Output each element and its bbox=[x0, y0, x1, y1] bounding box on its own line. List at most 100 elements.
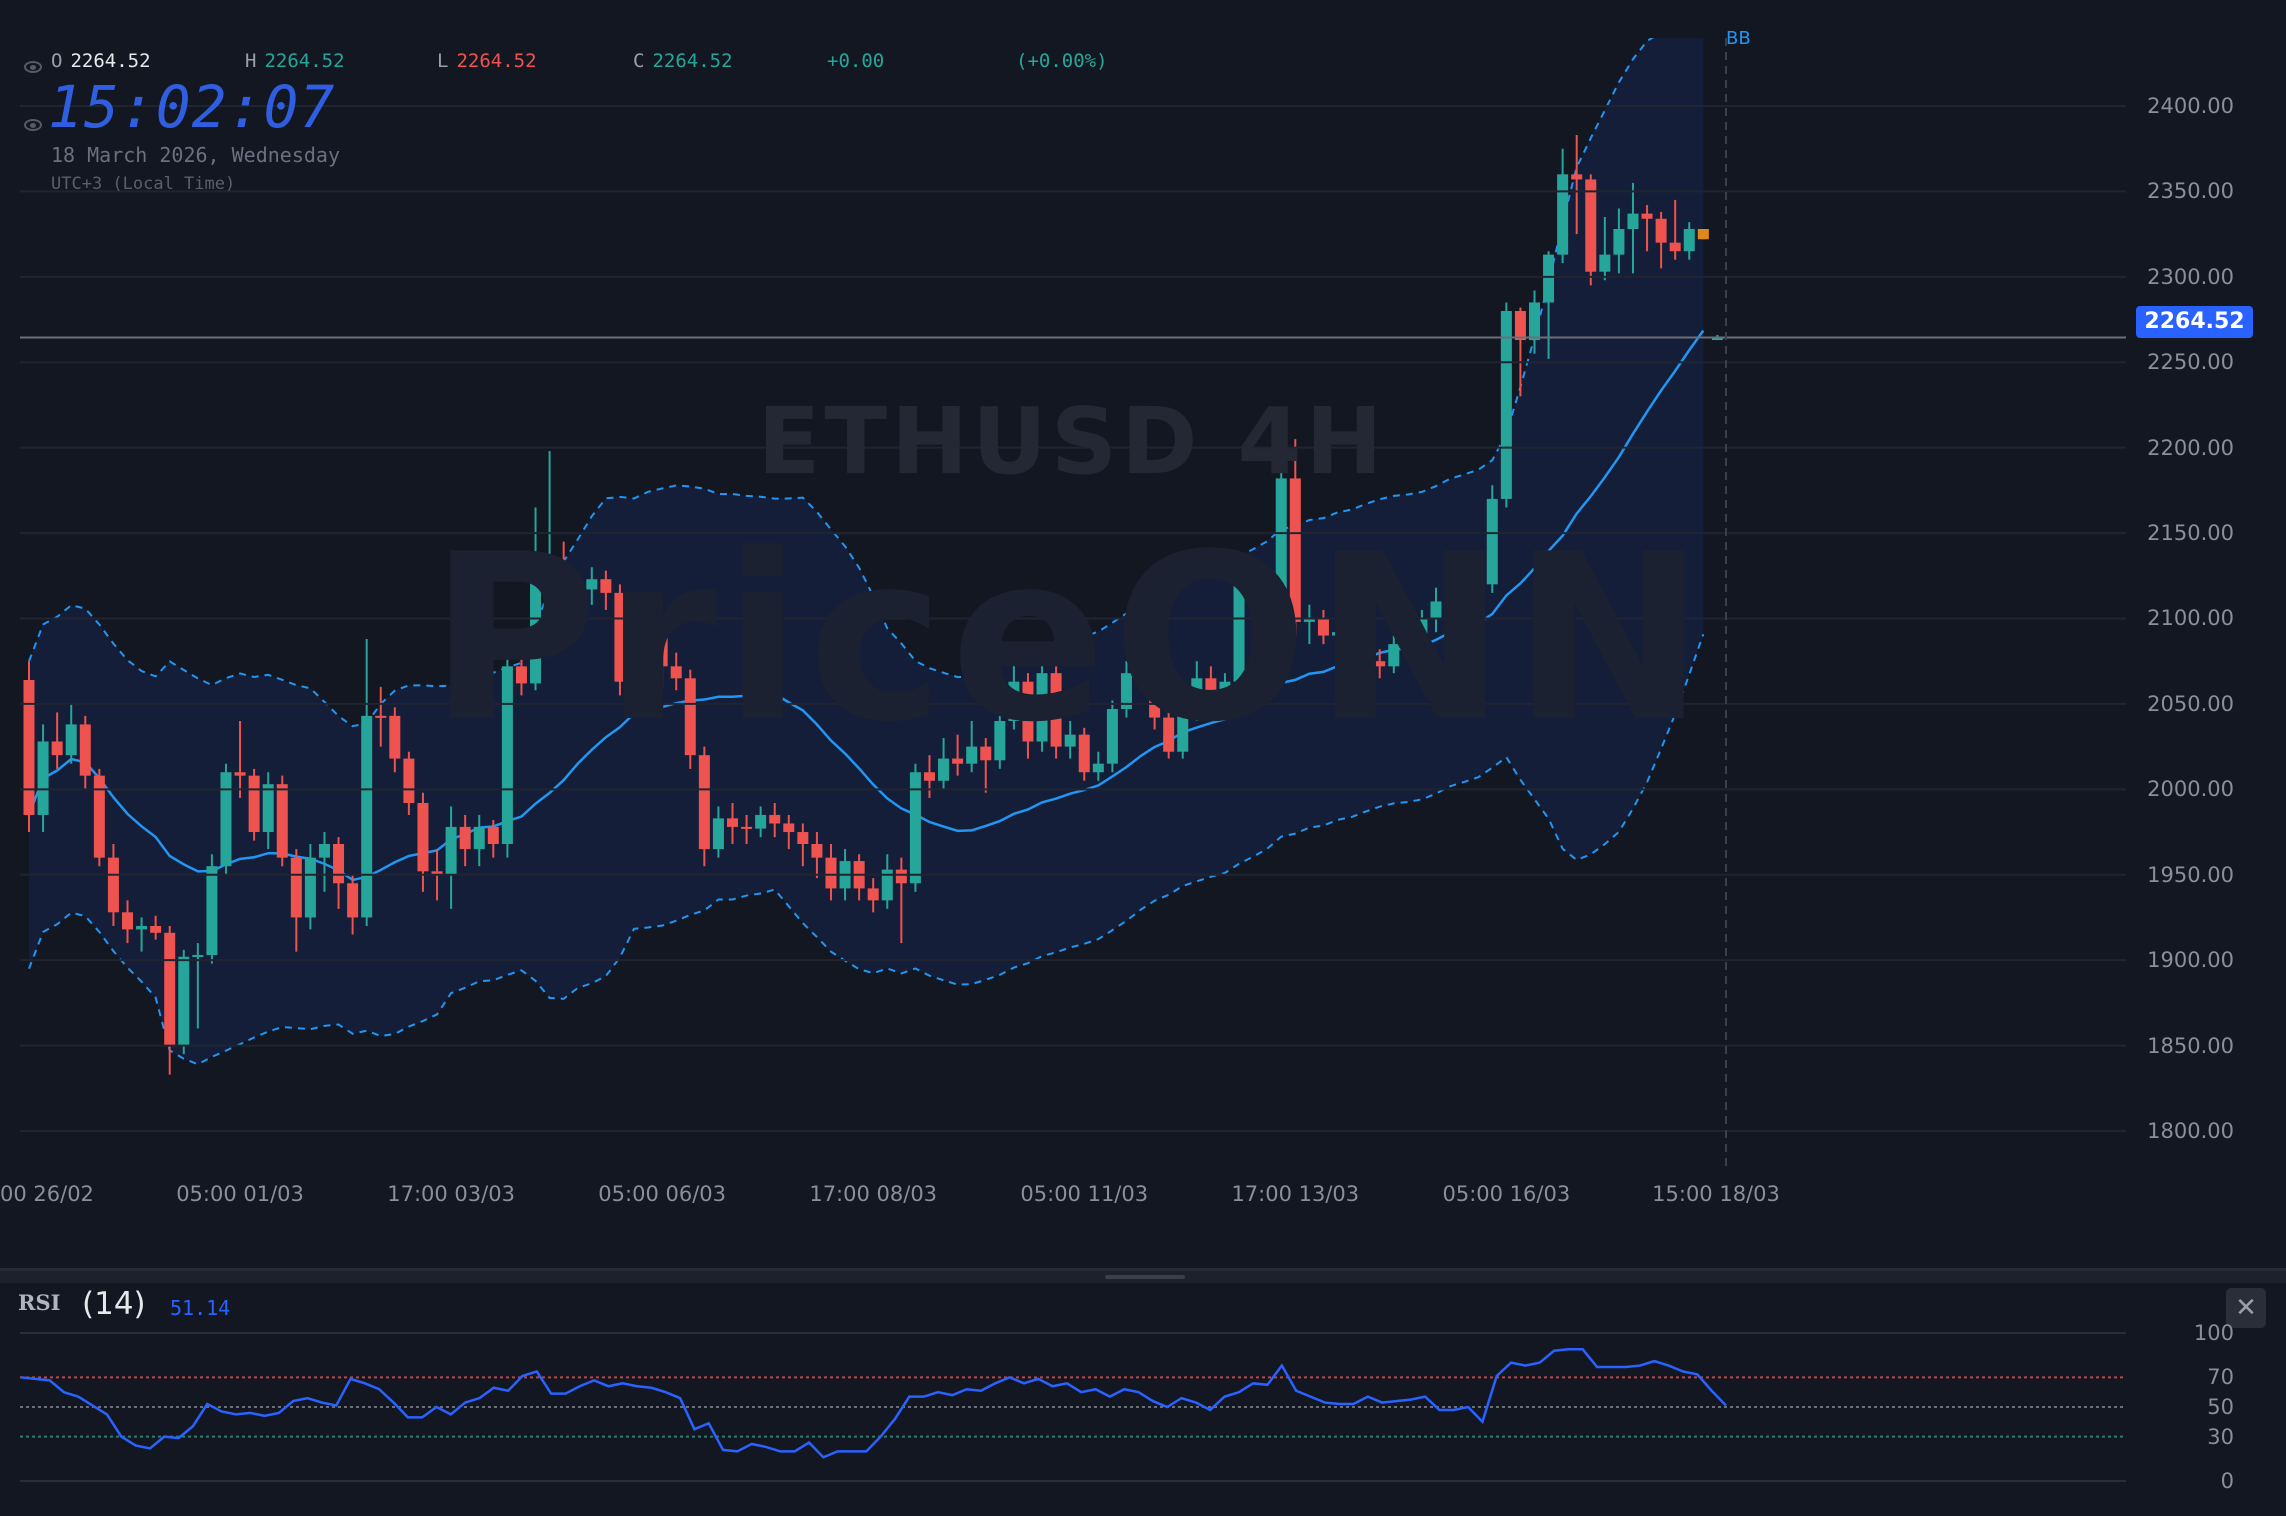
candle bbox=[952, 734, 964, 776]
candle bbox=[501, 644, 513, 858]
candle bbox=[614, 584, 626, 696]
candle bbox=[290, 849, 302, 952]
candle-body bbox=[1106, 709, 1118, 764]
candle-body bbox=[1514, 310, 1526, 341]
candle-body bbox=[600, 579, 612, 593]
pane-resize-handle[interactable] bbox=[1105, 1275, 1185, 1279]
candle-body bbox=[544, 567, 556, 576]
candle bbox=[1388, 635, 1400, 674]
candle bbox=[825, 843, 837, 901]
candle bbox=[1571, 135, 1583, 235]
ohlc-low: L 2264.52 bbox=[437, 50, 537, 72]
candle-body bbox=[1669, 242, 1681, 252]
close-rsi-button[interactable]: ✕ bbox=[2226, 1288, 2266, 1328]
candle bbox=[178, 949, 190, 1055]
candle bbox=[136, 917, 148, 952]
candle bbox=[1599, 217, 1611, 281]
candle-body bbox=[698, 755, 710, 850]
time-axis-label: 17:00 03/03 bbox=[387, 1182, 515, 1206]
candle-body bbox=[656, 635, 668, 667]
open-value: 2264.52 bbox=[70, 50, 151, 72]
candle bbox=[192, 943, 204, 1029]
candle bbox=[220, 763, 232, 875]
candle-body bbox=[1655, 218, 1667, 243]
price-axis-label: 2250.00 bbox=[2147, 350, 2234, 375]
candle bbox=[1303, 604, 1315, 645]
eye-icon[interactable] bbox=[24, 61, 42, 73]
candle-body bbox=[333, 843, 345, 884]
candle-body bbox=[797, 832, 809, 844]
candle-body bbox=[558, 567, 570, 602]
timezone-label: UTC+3 (Local Time) bbox=[51, 174, 236, 194]
time-axis-label: 17:00 13/03 bbox=[1231, 1182, 1360, 1206]
candle-body bbox=[1275, 478, 1287, 602]
candle-body bbox=[121, 912, 133, 930]
candle-body bbox=[895, 869, 907, 884]
candle-body bbox=[1360, 661, 1372, 679]
candle-body bbox=[1050, 673, 1062, 747]
candle-body bbox=[755, 814, 767, 829]
candle-body bbox=[994, 720, 1006, 761]
candle bbox=[1486, 485, 1498, 593]
candle-body bbox=[1008, 681, 1020, 721]
candle bbox=[1163, 707, 1175, 759]
rsi-axis-label: 0 bbox=[2220, 1469, 2234, 1493]
candle-body bbox=[220, 772, 232, 867]
rsi-length: (14) bbox=[82, 1286, 146, 1322]
candle-body bbox=[783, 823, 795, 833]
candle bbox=[347, 874, 359, 935]
candle bbox=[403, 751, 415, 815]
candle bbox=[741, 814, 753, 844]
candle bbox=[586, 567, 598, 605]
rsi-title: RSI bbox=[18, 1290, 61, 1315]
candle bbox=[698, 746, 710, 867]
candle-body bbox=[487, 826, 499, 844]
close-label: C bbox=[633, 50, 645, 72]
eye-icon[interactable] bbox=[24, 119, 42, 131]
candle-body bbox=[459, 826, 471, 850]
candle-body bbox=[684, 678, 696, 756]
bb-indicator-label[interactable]: BB bbox=[1726, 28, 1751, 49]
candle-body bbox=[1078, 734, 1090, 773]
candle-body bbox=[1163, 717, 1175, 752]
candle bbox=[600, 570, 612, 610]
candle-body bbox=[1571, 174, 1583, 180]
candle bbox=[1289, 439, 1301, 636]
candle-body bbox=[431, 871, 443, 875]
candle-body bbox=[1402, 644, 1414, 647]
candle-body bbox=[938, 758, 950, 781]
candle bbox=[1106, 700, 1118, 773]
candle bbox=[530, 507, 542, 691]
candle-body bbox=[1219, 681, 1231, 691]
candle bbox=[1641, 205, 1653, 252]
candle bbox=[37, 724, 49, 833]
candle-body bbox=[1135, 669, 1147, 674]
rsi-line bbox=[20, 1348, 1727, 1459]
candle-body bbox=[1627, 213, 1639, 229]
candle-body bbox=[614, 592, 626, 682]
candle bbox=[670, 652, 682, 691]
candle-body bbox=[192, 955, 204, 958]
clock: 15:02:07 bbox=[48, 73, 336, 141]
candle-body bbox=[262, 784, 274, 833]
candle bbox=[206, 854, 218, 964]
candle-body bbox=[980, 746, 992, 761]
candle-body bbox=[1247, 580, 1259, 605]
price-axis-label: 2300.00 bbox=[2147, 264, 2234, 289]
candle-body bbox=[1303, 618, 1315, 622]
candle-body bbox=[586, 579, 598, 590]
candle-body bbox=[51, 741, 63, 756]
candle-body bbox=[1641, 213, 1653, 219]
candle bbox=[895, 857, 907, 944]
candle-body bbox=[966, 746, 978, 764]
candle-body bbox=[1683, 228, 1695, 252]
candle-body bbox=[1317, 618, 1329, 636]
candle-body bbox=[1120, 673, 1132, 710]
rsi-axis-label: 70 bbox=[2207, 1365, 2234, 1390]
candle-body bbox=[811, 843, 823, 858]
candle-body bbox=[670, 666, 682, 679]
candle bbox=[107, 843, 119, 926]
candle bbox=[93, 768, 105, 867]
candle bbox=[51, 712, 63, 769]
